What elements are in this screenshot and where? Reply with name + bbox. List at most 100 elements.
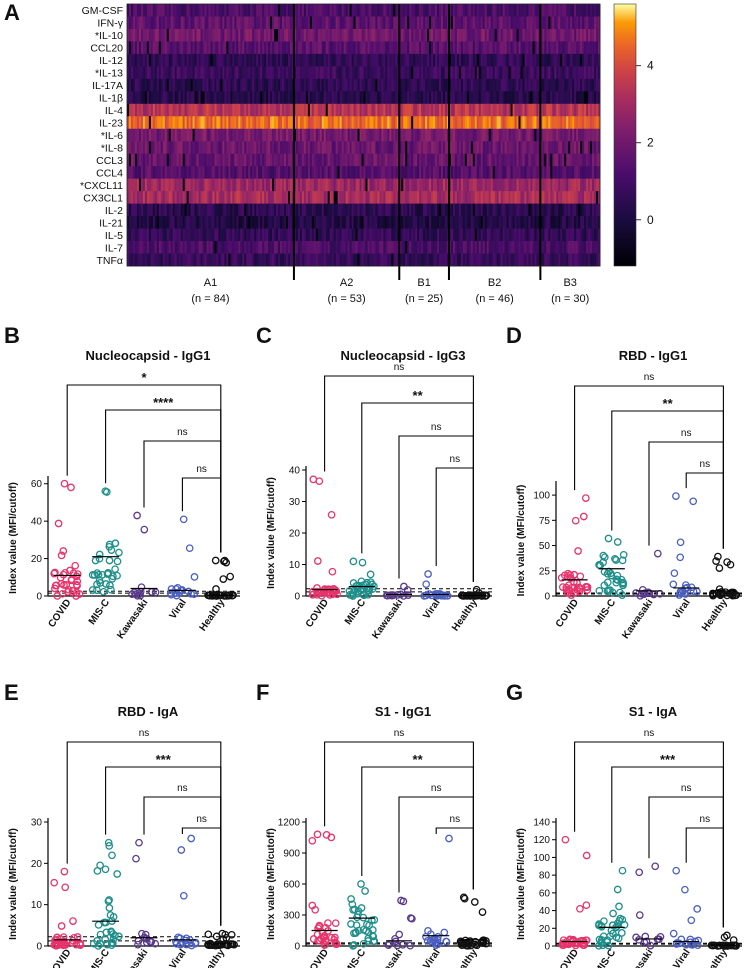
heatmap-cell xyxy=(192,203,195,217)
heatmap-cell xyxy=(377,141,380,155)
heatmap-cell xyxy=(512,216,515,229)
heatmap-cell xyxy=(156,41,160,55)
heatmap-cell xyxy=(305,16,309,30)
heatmap-cell xyxy=(278,128,281,142)
heatmap-cell xyxy=(240,141,243,155)
heatmap-cell xyxy=(570,241,573,254)
heatmap-cell xyxy=(468,41,472,55)
heatmap-cell xyxy=(494,53,498,67)
heatmap-cell xyxy=(576,103,579,117)
heatmap-cell xyxy=(228,253,231,267)
heatmap-cell xyxy=(309,16,313,30)
heatmap-cell xyxy=(287,166,291,180)
heatmap-cell xyxy=(452,103,456,117)
heatmap-cell xyxy=(305,53,309,67)
heatmap-cell xyxy=(351,191,354,205)
heatmap-cell xyxy=(371,241,374,254)
heatmap-cell xyxy=(250,178,253,192)
heatmap-cell xyxy=(248,66,251,80)
heatmap-cell xyxy=(534,166,537,180)
heatmap-cell xyxy=(427,116,430,130)
heatmap-cell xyxy=(441,191,444,205)
heatmap-cell xyxy=(264,128,267,142)
heatmap-cell xyxy=(140,166,144,180)
heatmap-cell xyxy=(401,253,404,267)
heatmap-cell xyxy=(596,203,599,217)
heatmap-cell xyxy=(570,66,573,80)
heatmap-cell xyxy=(176,53,180,67)
heatmap-cell xyxy=(530,216,533,229)
heatmap-cell xyxy=(403,91,406,105)
heatmap-cell xyxy=(399,153,402,167)
heatmap-cell xyxy=(596,116,599,130)
heatmap-cell xyxy=(351,103,354,117)
heatmap-cell xyxy=(228,216,231,229)
heatmap-cell xyxy=(413,53,416,67)
heatmap-cell xyxy=(526,228,529,242)
heatmap-cell xyxy=(540,203,543,217)
heatmap-cell xyxy=(407,103,410,117)
heatmap-cell xyxy=(204,191,207,205)
heatmap-cell xyxy=(242,228,245,242)
heatmap-cell xyxy=(516,191,519,205)
heatmap-cell xyxy=(476,66,480,80)
heatmap-cell xyxy=(448,78,452,92)
heatmap-cell xyxy=(148,91,152,105)
heatmap-cell xyxy=(230,153,233,167)
heatmap-cell xyxy=(174,253,178,267)
heatmap-cell xyxy=(256,78,259,92)
heatmap-cell xyxy=(566,153,569,167)
heatmap-cell xyxy=(337,28,341,42)
heatmap-cell xyxy=(216,178,219,192)
heatmap-cell xyxy=(514,116,517,130)
heatmap-cell xyxy=(462,78,466,92)
heatmap-cell xyxy=(224,166,227,180)
heatmap-cell xyxy=(383,253,386,267)
heatmap-cell xyxy=(248,53,251,67)
heatmap-cell xyxy=(234,141,237,155)
heatmap-cell xyxy=(452,91,456,105)
heatmap-cell xyxy=(409,4,412,17)
heatmap-cell xyxy=(214,141,217,155)
heatmap-cell xyxy=(250,28,253,42)
heatmap-cell xyxy=(238,228,241,242)
heatmap-cell xyxy=(327,4,331,17)
heatmap-cell xyxy=(518,241,521,254)
heatmap-cell xyxy=(478,116,482,130)
heatmap-cell xyxy=(359,128,362,142)
heatmap-cell xyxy=(444,103,448,117)
heatmap-cell xyxy=(158,253,162,267)
heatmap-cell xyxy=(496,166,500,180)
heatmap-cell xyxy=(164,103,168,117)
heatmap-cell xyxy=(435,103,438,117)
heatmap-cell xyxy=(258,216,261,229)
heatmap-cell xyxy=(439,28,442,42)
heatmap-cell xyxy=(562,116,565,130)
heatmap-cell xyxy=(375,241,378,254)
heatmap-cell xyxy=(359,16,362,30)
heatmap-cell xyxy=(220,28,223,42)
heatmap-cell xyxy=(254,228,257,242)
heatmap-cell xyxy=(140,16,144,30)
heatmap-cell xyxy=(568,66,571,80)
heatmap-cell xyxy=(280,128,283,142)
heatmap-cell xyxy=(206,28,209,42)
heatmap-cell xyxy=(490,216,494,229)
heatmap-cell xyxy=(452,166,456,180)
heatmap-cell xyxy=(127,16,130,30)
heatmap-cell xyxy=(586,53,589,67)
heatmap-cell xyxy=(274,241,277,254)
heatmap-cell xyxy=(536,4,539,17)
heatmap-cell xyxy=(478,153,482,167)
heatmap-cell xyxy=(313,253,317,267)
heatmap-cell xyxy=(413,178,416,192)
heatmap-cell xyxy=(224,91,227,105)
heatmap-cell xyxy=(128,141,132,155)
heatmap-cell xyxy=(184,253,188,267)
heatmap-cell xyxy=(548,78,551,92)
heatmap-cell xyxy=(252,166,255,180)
heatmap-cell xyxy=(248,191,251,205)
heatmap-cell xyxy=(252,228,255,242)
heatmap-cell xyxy=(280,116,283,130)
heatmap-cell xyxy=(568,28,571,42)
